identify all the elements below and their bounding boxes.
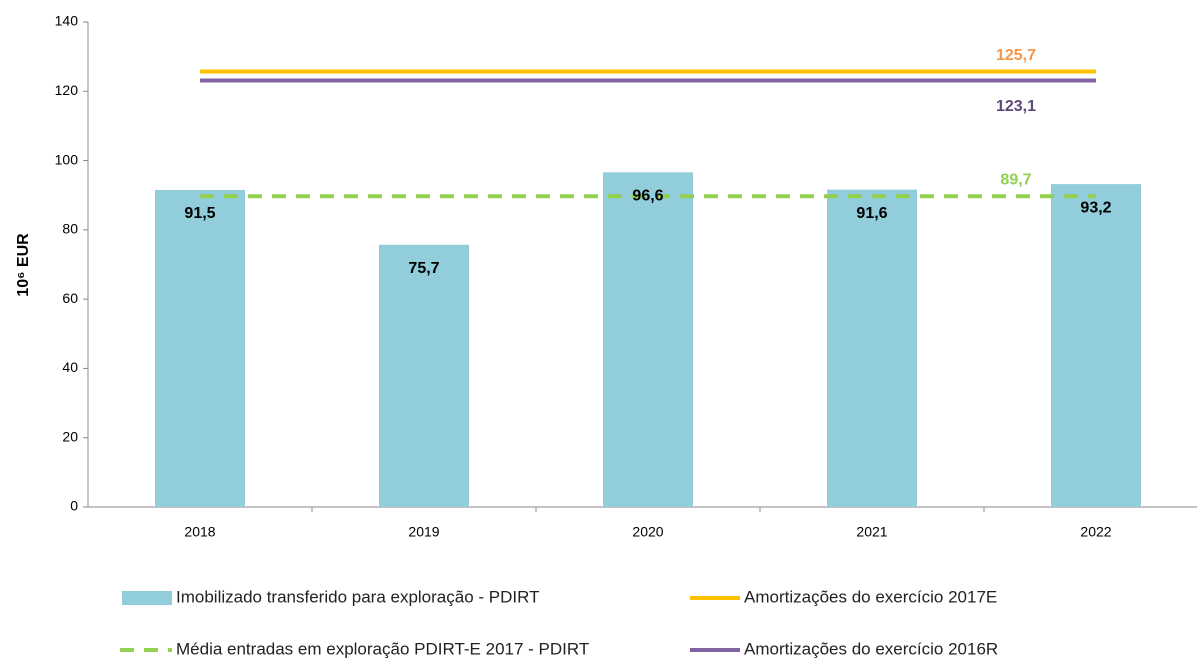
data-label: 93,2	[1080, 199, 1111, 216]
y-tick-label: 80	[62, 221, 78, 237]
x-tick-label: 2021	[856, 524, 887, 540]
bar	[603, 172, 693, 507]
data-label: 91,6	[856, 205, 887, 222]
legend-swatch	[122, 591, 172, 605]
y-tick-label: 20	[62, 428, 78, 444]
x-tick-label: 2020	[632, 524, 663, 540]
y-tick-label: 60	[62, 290, 78, 306]
y-tick-label: 40	[62, 359, 78, 375]
y-tick-label: 0	[70, 498, 78, 514]
legend-label: Amortizações do exercício 2016R	[744, 639, 998, 658]
bar	[827, 189, 917, 507]
legend-label: Média entradas em exploração PDIRT-E 201…	[176, 639, 589, 658]
x-tick-label: 2018	[184, 524, 215, 540]
data-label: 91,5	[184, 205, 215, 222]
bar	[155, 190, 245, 507]
x-tick-label: 2019	[408, 524, 439, 540]
bar	[1051, 184, 1141, 507]
data-label: 123,1	[996, 98, 1036, 115]
x-tick-label: 2022	[1080, 524, 1111, 540]
y-tick-label: 100	[55, 151, 79, 167]
data-label: 75,7	[408, 260, 439, 277]
legend-label: Imobilizado transferido para exploração …	[176, 587, 539, 606]
y-tick-label: 120	[55, 82, 79, 98]
y-tick-label: 140	[55, 13, 79, 29]
legend-label: Amortizações do exercício 2017E	[744, 587, 997, 606]
bar	[379, 244, 469, 507]
data-label: 96,6	[632, 188, 663, 205]
data-label: 89,7	[1000, 171, 1031, 188]
data-label: 125,7	[996, 47, 1036, 64]
y-axis-label: 10⁶ EUR	[15, 233, 32, 297]
